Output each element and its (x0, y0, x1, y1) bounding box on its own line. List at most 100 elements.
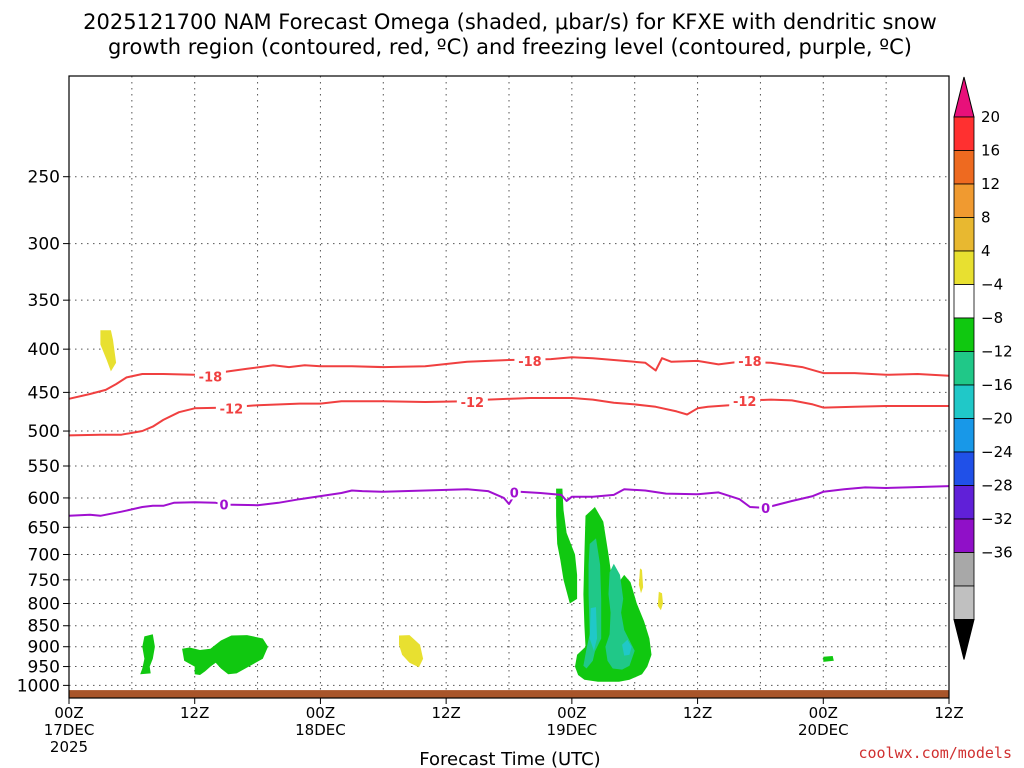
colorbar-swatch-0 (953, 116, 975, 151)
ground-below-surface (69, 690, 949, 698)
colorbar-swatch-4 (953, 250, 975, 285)
omega-region-0 (100, 330, 117, 372)
contour-label-bg-3 (215, 400, 247, 416)
x-tick-date-0: 17DEC (44, 721, 95, 739)
colorbar-label-0: 20 (981, 108, 1000, 126)
y-tick-label-800: 800 (28, 594, 60, 614)
contour-label-3: -12 (220, 402, 244, 417)
y-tick-label-1000: 1000 (17, 676, 60, 696)
credit-text: coolwx.com/models (858, 744, 1012, 762)
x-tick-label-36: 12Z (431, 704, 460, 722)
y-axis: 2503003504004505005506006507007508008509… (17, 168, 69, 696)
contour-label-1: -18 (518, 355, 542, 370)
contour-label-8: 0 (761, 502, 770, 517)
contour-label-bg-2 (734, 352, 766, 368)
omega-region-5 (182, 635, 268, 675)
y-tick-label-350: 350 (28, 291, 60, 311)
colorbar-label-4: 4 (981, 242, 991, 260)
y-tick-label-700: 700 (28, 546, 60, 566)
contour-label-bg-5 (729, 393, 761, 409)
colorbar-label-7: −12 (981, 343, 1013, 361)
colorbar-swatch-2 (953, 183, 975, 218)
contour-label-5: -12 (733, 395, 757, 410)
colorbar: 20 16 12 8 4 −4 −8 −12 −16 −20 −24 −28 −32 −36 (953, 76, 1013, 660)
x-tick-date-48: 19DEC (547, 721, 598, 739)
colorbar-bottom-arrow (953, 619, 975, 660)
x-tick-label-0: 00Z (54, 704, 83, 722)
omega-shading (100, 330, 834, 682)
colorbar-swatch-6 (953, 317, 975, 352)
omega-region-3 (657, 591, 663, 611)
omega-region-1 (399, 635, 424, 668)
colorbar-label-5: −4 (981, 276, 1003, 294)
y-tick-label-650: 650 (28, 518, 60, 538)
colorbar-label-6: −8 (981, 309, 1003, 327)
x-tick-label-84: 12Z (934, 704, 963, 722)
x-tick-label-12: 12Z (180, 704, 209, 722)
contour-label-7: 0 (510, 486, 519, 501)
colorbar-swatch-8 (953, 384, 975, 419)
colorbar-label-2: 12 (981, 175, 1000, 193)
omega-region-12 (622, 639, 632, 656)
x-tick-year-0: 2025 (50, 738, 88, 756)
colorbar-label-13: −36 (981, 544, 1013, 562)
contour-line-m12-1 (68, 397, 949, 437)
chart-title-line2: growth region (contoured, red, ºC) and f… (108, 35, 912, 59)
omega-region-8 (823, 656, 834, 662)
colorbar-label-3: 8 (981, 209, 991, 227)
colorbar-swatch-3 (953, 217, 975, 252)
x-tick-label-60: 12Z (683, 704, 712, 722)
colorbar-swatch-9 (953, 418, 975, 453)
y-tick-label-500: 500 (28, 422, 60, 442)
colorbar-label-8: −16 (981, 376, 1013, 394)
colorbar-label-12: −32 (981, 510, 1013, 528)
colorbar-label-11: −28 (981, 477, 1013, 495)
contour-line-m18-0 (68, 356, 950, 400)
contour-label-bg-6 (217, 496, 231, 512)
x-tick-label-24: 00Z (306, 704, 335, 722)
contour-label-6: 0 (220, 499, 229, 514)
x-tick-date-24: 18DEC (295, 721, 346, 739)
y-tick-label-600: 600 (28, 489, 60, 509)
contour-label-bg-1 (514, 352, 546, 368)
omega-region-11 (589, 607, 597, 651)
y-tick-label-300: 300 (28, 235, 60, 255)
y-tick-label-750: 750 (28, 571, 60, 591)
colorbar-label-1: 16 (981, 142, 1000, 160)
y-tick-label-550: 550 (28, 457, 60, 477)
contour-label-bg-4 (456, 394, 488, 410)
colorbar-swatch-7 (953, 351, 975, 386)
y-tick-label-950: 950 (28, 658, 60, 678)
colorbar-label-9: −20 (981, 410, 1013, 428)
y-tick-label-400: 400 (28, 340, 60, 360)
x-tick-date-72: 20DEC (798, 721, 849, 739)
contour-label-bg-8 (759, 500, 773, 516)
colorbar-swatch-5 (953, 284, 975, 319)
chart-title-line1: 2025121700 NAM Forecast Omega (shaded, μ… (83, 10, 937, 34)
colorbar-swatch-14 (953, 585, 975, 620)
x-axis-label: Forecast Time (UTC) (419, 749, 600, 768)
colorbar-swatch-1 (953, 150, 975, 185)
omega-region-4 (140, 634, 155, 675)
x-tick-label-48: 00Z (557, 704, 586, 722)
colorbar-swatch-12 (953, 518, 975, 553)
omega-region-6 (556, 488, 578, 604)
y-tick-label-250: 250 (28, 168, 60, 188)
contour-label-0: -18 (199, 371, 223, 386)
colorbar-swatch-13 (953, 552, 975, 587)
contour-label-4: -12 (461, 396, 485, 411)
plot-background (69, 76, 949, 698)
y-tick-label-850: 850 (28, 617, 60, 637)
colorbar-label-10: −24 (981, 443, 1013, 461)
colorbar-swatch-10 (953, 451, 975, 486)
contour-label-bg-0 (194, 368, 226, 384)
contour-label-bg-7 (507, 484, 521, 500)
colorbar-swatch-11 (953, 485, 975, 520)
contour-label-2: -18 (738, 355, 762, 370)
x-tick-label-72: 00Z (809, 704, 838, 722)
omega-region-2 (638, 568, 644, 594)
y-tick-label-900: 900 (28, 638, 60, 658)
y-tick-label-450: 450 (28, 383, 60, 403)
